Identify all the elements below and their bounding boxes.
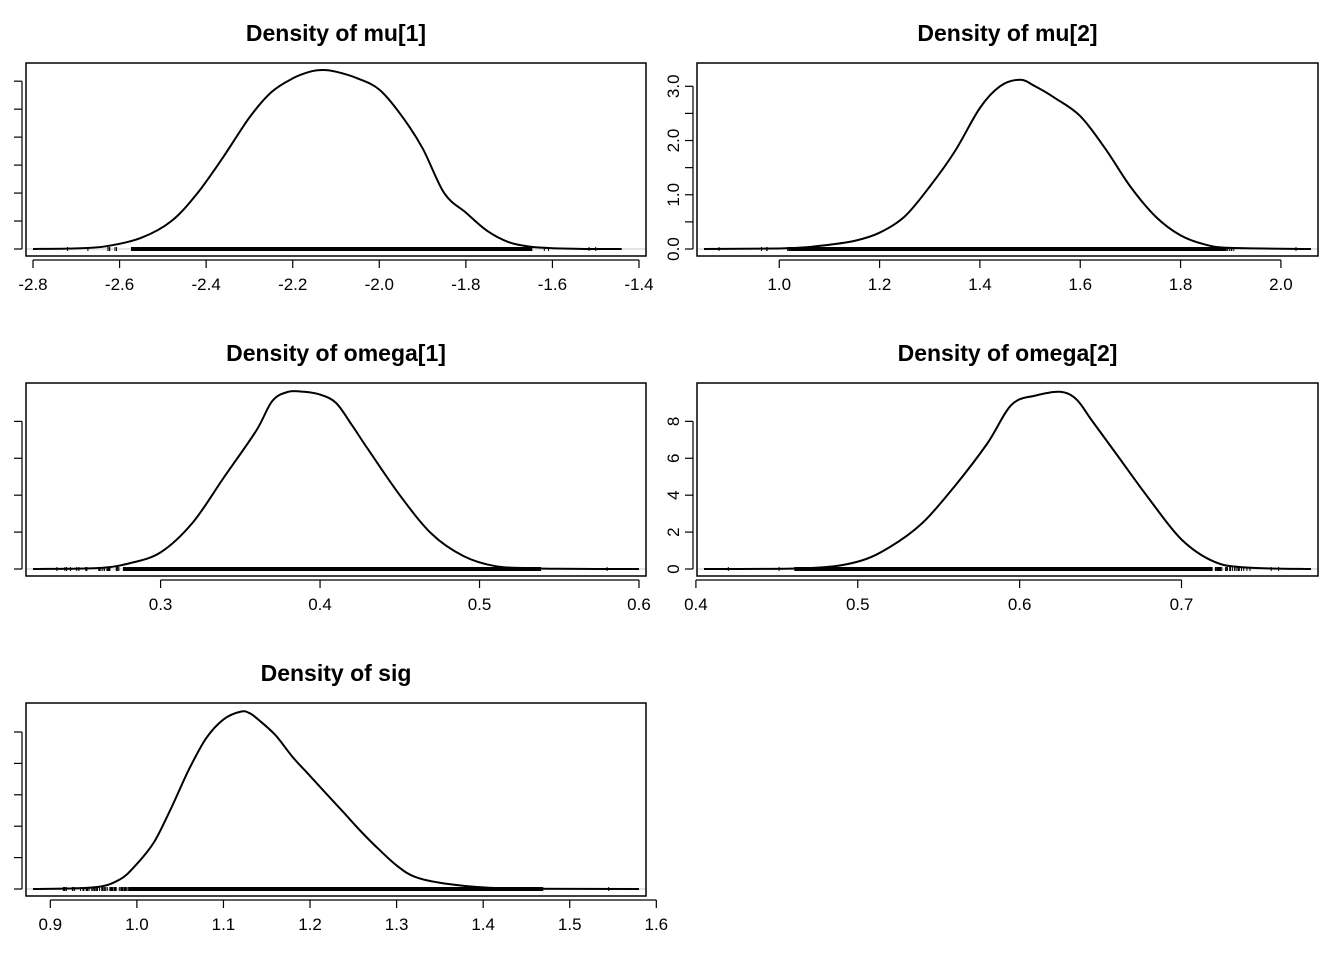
y-axis: 0.0 1.0 2.0 3.0 xyxy=(664,74,694,261)
y-axis xyxy=(14,420,23,570)
x-tick-label: 0.5 xyxy=(468,595,492,614)
panel-5: Density of sig 0.9 1.0 1.1 1.2 1.3 1.4 1.5 1.6 xyxy=(14,660,668,934)
y-tick-label: 8 xyxy=(664,417,683,426)
panel-1: Density of mu[1] -2.8 -2.6 -2.4 -2.2 -2.0 -1.8… xyxy=(14,20,654,294)
x-tick-label: 1.6 xyxy=(644,915,668,934)
panel-2: Density of mu[2] 1.0 1.2 1.4 1.6 1.8 2.0 0.0 1.0… xyxy=(664,20,1319,294)
x-axis: 0.9 1.0 1.1 1.2 1.3 1.4 1.5 1.6 xyxy=(38,899,668,934)
chart-title: Density of omega[1] xyxy=(226,340,446,366)
x-tick-label: 1.3 xyxy=(385,915,409,934)
y-tick-label: 0 xyxy=(664,564,683,573)
y-tick-label: 3.0 xyxy=(664,74,683,98)
x-tick-label: -1.8 xyxy=(451,275,480,294)
x-tick-label: -1.4 xyxy=(624,275,653,294)
plot-frame xyxy=(696,382,1319,577)
chart-title: Density of sig xyxy=(261,660,412,686)
x-tick-label: -2.6 xyxy=(105,275,134,294)
x-axis: 0.3 0.4 0.5 0.6 xyxy=(149,579,651,614)
density-curve xyxy=(32,390,640,570)
rug xyxy=(62,887,610,891)
x-tick-label: 0.6 xyxy=(627,595,651,614)
density-curve xyxy=(703,78,1312,250)
rug xyxy=(718,247,1297,251)
x-axis: 0.4 0.5 0.6 0.7 xyxy=(684,579,1194,614)
y-axis: 0 2 4 6 8 xyxy=(664,417,694,574)
x-tick-label: -2.2 xyxy=(278,275,307,294)
x-tick-label: 1.1 xyxy=(212,915,236,934)
x-tick-label: 0.3 xyxy=(149,595,173,614)
density-curve xyxy=(32,68,622,250)
x-tick-label: 1.6 xyxy=(1068,275,1092,294)
x-tick-label: 0.5 xyxy=(846,595,870,614)
x-tick-label: 0.9 xyxy=(38,915,62,934)
x-tick-label: 0.4 xyxy=(684,595,708,614)
plot-frame xyxy=(25,702,647,897)
rug xyxy=(727,567,1280,571)
x-axis: 1.0 1.2 1.4 1.6 1.8 2.0 xyxy=(767,259,1293,294)
x-tick-label: 1.2 xyxy=(868,275,892,294)
density-curve xyxy=(703,390,1312,570)
panel-4: Density of omega[2] 0.4 0.5 0.6 0.7 0 2 4 6 8 xyxy=(664,340,1319,614)
x-tick-label: 1.4 xyxy=(471,915,495,934)
y-tick-label: 1.0 xyxy=(664,183,683,207)
x-tick-label: 1.2 xyxy=(298,915,322,934)
y-tick-label: 4 xyxy=(664,490,683,499)
plot-frame xyxy=(25,62,647,257)
rug xyxy=(56,567,608,571)
rug xyxy=(67,247,597,251)
density-curve xyxy=(32,710,640,890)
x-tick-label: 0.4 xyxy=(308,595,332,614)
y-axis xyxy=(14,731,23,890)
x-tick-label: 2.0 xyxy=(1269,275,1293,294)
y-tick-label: 2 xyxy=(664,527,683,536)
x-tick-label: 0.6 xyxy=(1008,595,1032,614)
y-tick-label: 0.0 xyxy=(664,237,683,261)
chart-title: Density of omega[2] xyxy=(898,340,1118,366)
y-axis xyxy=(14,80,23,250)
panel-3: Density of omega[1] 0.3 0.4 0.5 0.6 xyxy=(14,340,651,614)
y-tick-label: 6 xyxy=(664,454,683,463)
x-tick-label: -2.0 xyxy=(365,275,394,294)
x-tick-label: 1.5 xyxy=(558,915,582,934)
plot-frame xyxy=(696,62,1319,257)
y-tick-label: 2.0 xyxy=(664,129,683,153)
x-tick-label: 1.0 xyxy=(125,915,149,934)
x-tick-label: 1.8 xyxy=(1169,275,1193,294)
x-axis: -2.8 -2.6 -2.4 -2.2 -2.0 -1.8 -1.6 -1.4 xyxy=(18,259,654,294)
chart-title: Density of mu[2] xyxy=(917,20,1097,46)
x-tick-label: -1.6 xyxy=(538,275,567,294)
plot-frame xyxy=(25,382,647,577)
chart-title: Density of mu[1] xyxy=(246,20,426,46)
x-tick-label: 1.4 xyxy=(968,275,992,294)
x-tick-label: -2.4 xyxy=(191,275,220,294)
x-tick-label: 0.7 xyxy=(1170,595,1194,614)
x-tick-label: 1.0 xyxy=(767,275,791,294)
x-tick-label: -2.8 xyxy=(18,275,47,294)
